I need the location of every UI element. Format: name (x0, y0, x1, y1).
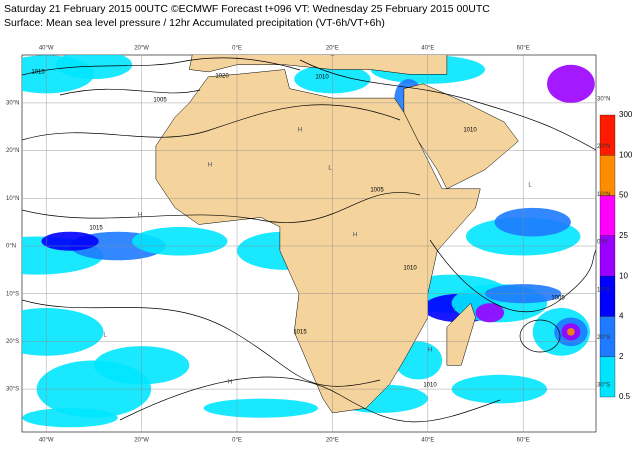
colorbar-label: 100 (619, 150, 633, 159)
longitude-label: 40°W (39, 46, 54, 52)
isobar-label: 1015 (89, 226, 103, 232)
latitude-label: 10°N (6, 196, 19, 202)
precip-area (567, 328, 575, 336)
colorbar-swatch (599, 275, 616, 317)
title: Saturday 21 February 2015 00UTC ©ECMWF F… (4, 3, 490, 15)
isobar-label: 1005 (551, 296, 565, 302)
colorbar-label: 25 (619, 231, 628, 240)
longitude-label: 20°E (326, 46, 339, 52)
isobar-label: 1015 (293, 330, 307, 336)
latitude-label: 30°S (6, 387, 19, 393)
pressure-center: L (328, 166, 332, 172)
latitude-label: 0°N (6, 244, 16, 250)
land-area (403, 83, 519, 190)
isobar (299, 59, 596, 151)
precip-area (494, 207, 571, 237)
isobar (59, 88, 201, 96)
pressure-center: H (228, 380, 232, 386)
latitude-label: 0°N (597, 240, 607, 246)
precip-area (547, 64, 595, 103)
pressure-center: H (208, 163, 212, 169)
precip-area (203, 398, 319, 418)
colorbar-label: 10 (619, 271, 628, 280)
isobar (429, 239, 596, 313)
longitude-label: 60°E (517, 46, 530, 52)
pressure-center: H (353, 233, 357, 239)
longitude-label: 40°W (39, 438, 54, 444)
isobar (22, 57, 301, 76)
colorbar-label: 50 (619, 191, 628, 200)
latitude-label: 20°N (597, 144, 610, 150)
precip-area (55, 55, 133, 80)
colorbar-swatch (599, 195, 616, 237)
latitude-label: 20°N (6, 148, 19, 154)
isobar-label: 1010 (423, 383, 437, 389)
latitude-label: 30°N (597, 96, 610, 102)
isobar (22, 192, 421, 223)
graticule (22, 55, 596, 432)
isobar-label: 1010 (463, 128, 477, 134)
latitude-label: 20°S (597, 335, 610, 341)
isobar (22, 104, 401, 141)
colorbar-swatch (599, 356, 616, 398)
longitude-label: 40°E (421, 438, 434, 444)
precip-area (132, 226, 228, 256)
pressure-center: L (528, 183, 532, 189)
longitude-label: 0°E (232, 438, 242, 444)
colorbar-label: 300 (619, 110, 633, 119)
colorbar-label: 4 (619, 312, 624, 321)
isobars: 1015 1020 1010 1015 1005 1015 1010 1005 1010 1005… (22, 57, 596, 423)
precip-area (475, 303, 505, 323)
precip-area (22, 408, 118, 428)
isobar (519, 319, 561, 353)
colorbar-label: 2 (619, 352, 624, 361)
longitude-label: 20°W (134, 438, 149, 444)
pressure-center: H (298, 128, 302, 134)
latitude-label: 20°S (6, 339, 19, 345)
subtitle: Surface: Mean sea level pressure / 12hr … (4, 17, 385, 29)
pressure-center: H (428, 348, 432, 354)
isobar-label: 1015 (31, 70, 45, 76)
pressure-center: H (138, 213, 142, 219)
latitude-label: 30°S (597, 383, 610, 389)
longitude-label: 20°W (134, 46, 149, 52)
colorbar: 300 100 50 25 10 4 2 0.5 (599, 110, 633, 401)
precip-area (22, 308, 104, 356)
latitude-label: 10°S (597, 287, 610, 293)
isobar-label: 1010 (315, 75, 329, 81)
latitude-label: 10°N (597, 192, 610, 198)
longitude-label: 40°E (421, 46, 434, 52)
isobar-label: 1005 (153, 98, 167, 104)
pressure-center: L (103, 333, 107, 339)
longitude-label: 20°E (326, 438, 339, 444)
isobar-label: 1005 (370, 188, 384, 194)
colorbar-label: 0.5 (619, 392, 631, 401)
latitude-label: 30°N (6, 100, 19, 106)
isobar-label: 1020 (215, 74, 229, 80)
longitude-label: 0°E (232, 46, 242, 52)
pressure-center: L (453, 308, 457, 314)
land-area (446, 302, 476, 366)
isobar (119, 376, 501, 423)
latitude-label: 10°S (6, 291, 19, 297)
precip-area (41, 231, 99, 251)
isobar (22, 299, 381, 387)
isobar-label: 1010 (403, 266, 417, 272)
colorbar-swatch (599, 155, 616, 196)
longitude-label: 60°E (517, 438, 530, 444)
